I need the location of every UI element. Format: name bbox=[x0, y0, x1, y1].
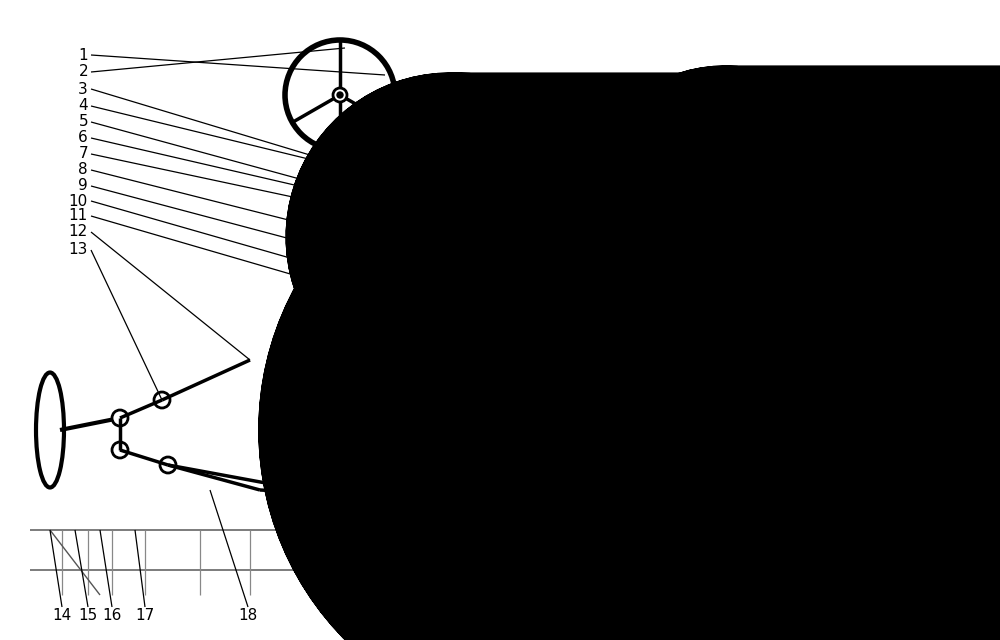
Text: 29: 29 bbox=[952, 330, 971, 346]
Text: 15: 15 bbox=[78, 607, 98, 623]
Text: J: J bbox=[712, 228, 718, 243]
Text: 21: 21 bbox=[442, 607, 462, 623]
Text: 32: 32 bbox=[840, 108, 860, 122]
Text: 5: 5 bbox=[78, 115, 88, 129]
Bar bbox=[320, 393, 630, 493]
Circle shape bbox=[824, 457, 840, 473]
Bar bbox=[343, 418, 351, 436]
Bar bbox=[530, 165, 705, 325]
Text: 26: 26 bbox=[802, 607, 822, 623]
Text: 22: 22 bbox=[493, 607, 513, 623]
Text: B: B bbox=[582, 101, 594, 119]
Circle shape bbox=[333, 88, 347, 102]
Text: 25: 25 bbox=[746, 607, 766, 623]
Text: A: A bbox=[395, 157, 407, 175]
Bar bbox=[322, 405, 344, 425]
Text: B: B bbox=[395, 176, 407, 194]
Text: 12: 12 bbox=[69, 225, 88, 239]
Text: 6: 6 bbox=[78, 131, 88, 145]
Text: A: A bbox=[553, 101, 565, 119]
Text: 4: 4 bbox=[78, 99, 88, 113]
Bar bbox=[728, 193, 780, 301]
Bar bbox=[329, 176, 351, 194]
Text: C: C bbox=[611, 101, 623, 119]
Circle shape bbox=[830, 392, 846, 408]
Text: 9: 9 bbox=[78, 179, 88, 193]
Bar bbox=[400, 413, 430, 439]
Text: L: L bbox=[710, 271, 720, 287]
Text: E: E bbox=[669, 101, 681, 119]
Bar bbox=[310, 215, 390, 315]
Text: 3: 3 bbox=[78, 81, 88, 97]
Text: 14: 14 bbox=[52, 607, 72, 623]
Text: 1: 1 bbox=[78, 47, 88, 63]
Bar bbox=[332, 260, 348, 280]
Text: 17: 17 bbox=[135, 607, 155, 623]
Text: 7: 7 bbox=[78, 147, 88, 161]
Bar bbox=[329, 157, 351, 175]
Text: I: I bbox=[712, 207, 718, 221]
Text: 20: 20 bbox=[405, 607, 425, 623]
Text: 28: 28 bbox=[885, 607, 905, 623]
Bar bbox=[328, 222, 352, 252]
Circle shape bbox=[337, 92, 343, 98]
Circle shape bbox=[323, 308, 347, 332]
Text: 11: 11 bbox=[69, 209, 88, 223]
Text: C: C bbox=[467, 244, 479, 262]
Bar bbox=[348, 407, 448, 445]
Bar bbox=[465, 432, 495, 458]
Circle shape bbox=[112, 442, 128, 458]
Text: 23: 23 bbox=[543, 607, 563, 623]
Text: 18: 18 bbox=[238, 607, 258, 623]
Text: 27: 27 bbox=[841, 607, 861, 623]
Circle shape bbox=[872, 410, 888, 426]
Text: E: E bbox=[419, 344, 431, 362]
Text: K: K bbox=[709, 250, 721, 264]
Circle shape bbox=[112, 410, 128, 426]
Text: 19: 19 bbox=[330, 607, 350, 623]
Circle shape bbox=[154, 392, 170, 408]
Text: 31: 31 bbox=[790, 225, 810, 239]
Text: D: D bbox=[398, 344, 412, 362]
Text: 30: 30 bbox=[952, 312, 971, 328]
Circle shape bbox=[160, 457, 176, 473]
Text: 24: 24 bbox=[610, 607, 630, 623]
Bar bbox=[336, 246, 344, 252]
Bar bbox=[322, 427, 344, 443]
Text: 13: 13 bbox=[69, 243, 88, 257]
Text: D: D bbox=[639, 101, 653, 119]
Text: H: H bbox=[622, 334, 636, 352]
Bar bbox=[334, 226, 346, 248]
Text: 8: 8 bbox=[78, 163, 88, 177]
Text: 2: 2 bbox=[78, 65, 88, 79]
Text: 10: 10 bbox=[69, 193, 88, 209]
Circle shape bbox=[872, 442, 888, 458]
Bar bbox=[498, 415, 528, 453]
Text: 16: 16 bbox=[102, 607, 122, 623]
Text: G: G bbox=[466, 228, 480, 246]
